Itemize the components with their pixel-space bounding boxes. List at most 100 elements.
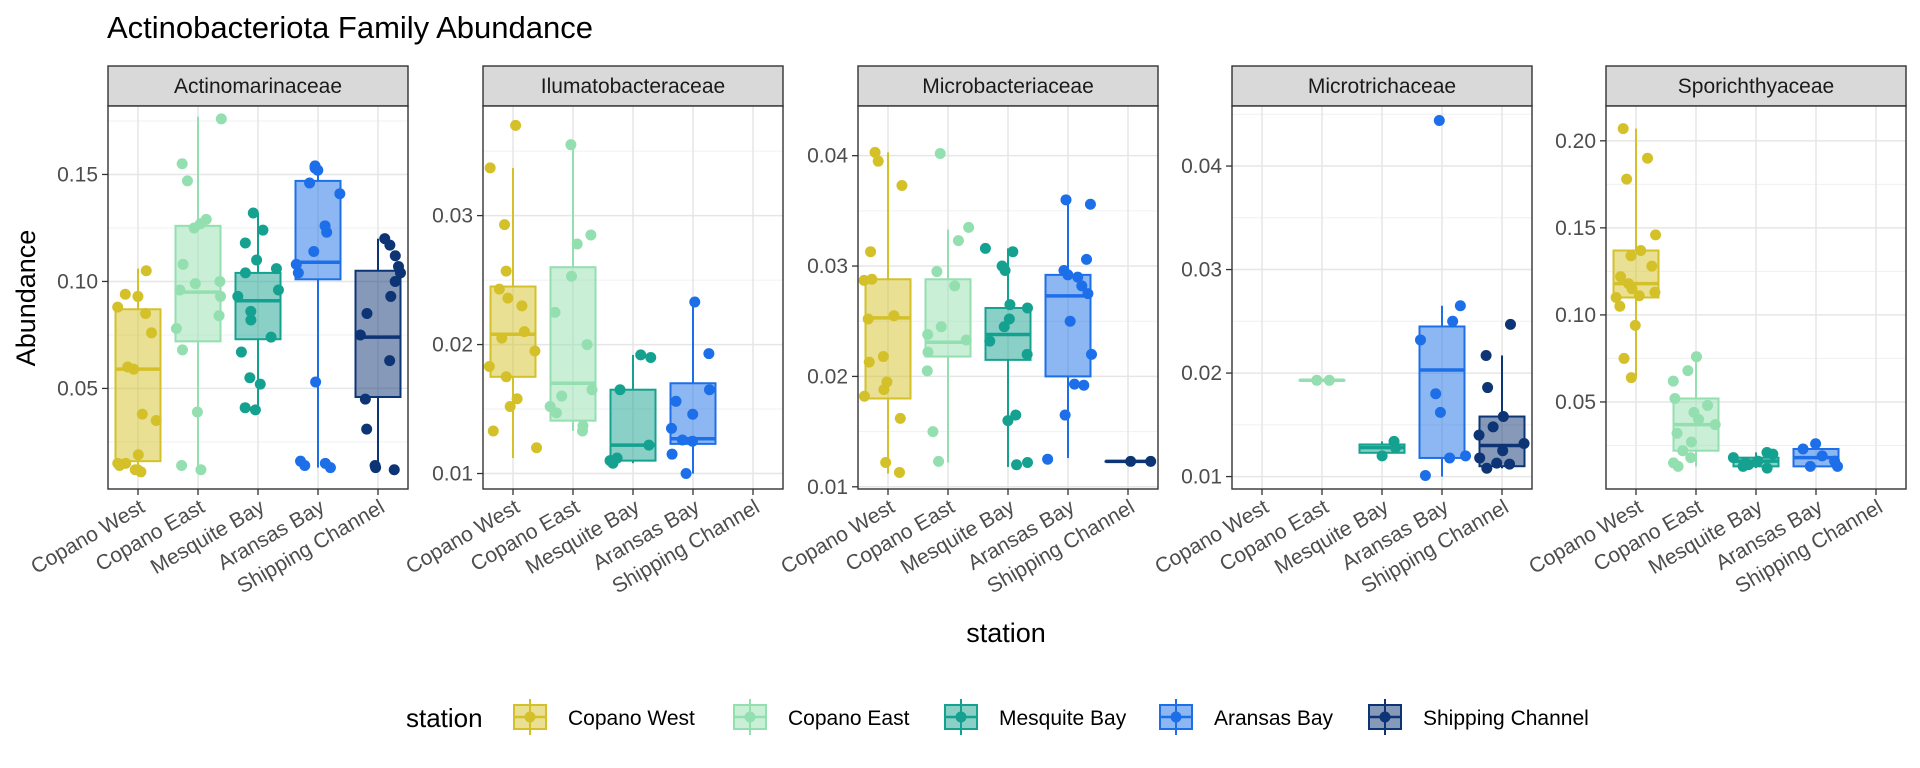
- data-point: [112, 301, 124, 313]
- data-point: [392, 260, 404, 272]
- data-point: [863, 356, 875, 368]
- box-body: [294, 179, 342, 281]
- data-point: [922, 328, 934, 340]
- y-tick-label: 0.04: [807, 145, 848, 168]
- facet-label: Actinomarinaceae: [174, 75, 342, 98]
- data-point: [140, 265, 152, 277]
- data-point: [385, 290, 397, 302]
- data-point: [1646, 260, 1658, 272]
- points-copano-east: [921, 147, 975, 467]
- data-point: [388, 464, 400, 476]
- data-point: [496, 332, 508, 344]
- data-point: [1076, 280, 1088, 292]
- data-point: [1621, 173, 1633, 185]
- data-point: [979, 242, 991, 254]
- data-point: [1081, 253, 1093, 265]
- data-point: [1497, 445, 1509, 457]
- data-point: [571, 238, 583, 250]
- data-point: [996, 260, 1008, 272]
- legend-label: Copano West: [568, 707, 695, 730]
- data-point: [1078, 379, 1090, 391]
- data-point: [1832, 460, 1844, 472]
- data-point: [245, 305, 257, 317]
- data-point: [1669, 392, 1681, 404]
- data-point: [518, 326, 530, 338]
- data-point: [189, 278, 201, 290]
- data-point: [272, 284, 284, 296]
- data-point: [319, 457, 331, 469]
- data-point: [132, 290, 144, 302]
- data-point: [122, 361, 134, 373]
- data-point: [235, 346, 247, 358]
- legend: station Copano West Copano East Mesquite B…: [406, 699, 1589, 735]
- data-point: [1610, 292, 1622, 303]
- data-point: [1021, 348, 1033, 360]
- data-point: [1042, 453, 1054, 465]
- data-point: [1454, 300, 1466, 312]
- y-tick-label: 0.04: [1181, 155, 1222, 178]
- legend-key-point: [1170, 711, 1182, 723]
- data-point: [309, 160, 321, 172]
- data-point: [1433, 114, 1445, 126]
- data-point: [176, 344, 188, 356]
- data-point: [200, 213, 212, 225]
- points-aransas-bay: [665, 296, 715, 480]
- data-point: [239, 402, 251, 414]
- data-point: [1752, 455, 1764, 467]
- data-point: [319, 220, 331, 232]
- data-point: [176, 158, 188, 170]
- data-point: [1667, 375, 1679, 387]
- y-tick-label: 0.02: [432, 334, 473, 357]
- data-point: [872, 155, 884, 167]
- data-point: [1677, 445, 1689, 457]
- data-point: [239, 267, 251, 279]
- data-point: [1672, 460, 1684, 472]
- data-point: [1629, 319, 1641, 331]
- data-point: [686, 435, 698, 447]
- data-point: [499, 219, 511, 231]
- data-point: [614, 384, 626, 396]
- data-point: [1761, 462, 1773, 474]
- data-point: [310, 376, 322, 388]
- points-aransas-bay: [1042, 194, 1098, 465]
- data-point: [549, 306, 561, 318]
- legend-item-copano-west: Copano West: [513, 699, 695, 735]
- data-point: [1444, 452, 1456, 464]
- box-body: [234, 271, 282, 341]
- data-point: [245, 314, 257, 326]
- data-point: [119, 288, 131, 300]
- data-point: [566, 270, 578, 282]
- legend-label: Mesquite Bay: [999, 707, 1127, 730]
- facet-strip: [482, 65, 784, 107]
- data-point: [949, 280, 961, 292]
- points-copano-west: [1610, 123, 1662, 384]
- y-tick-label: 0.02: [807, 365, 848, 388]
- data-point: [1810, 438, 1822, 450]
- box-shipping-channel: [1478, 355, 1526, 469]
- data-point: [676, 434, 688, 446]
- legend-label: Shipping Channel: [1423, 707, 1589, 730]
- data-point: [181, 175, 193, 187]
- data-point: [1685, 436, 1697, 448]
- data-point: [254, 378, 266, 390]
- data-point: [581, 339, 593, 351]
- y-tick-label: 0.15: [57, 163, 98, 186]
- data-point: [1125, 455, 1137, 467]
- data-point: [1642, 152, 1654, 164]
- data-point: [140, 308, 152, 320]
- legend-label: Copano East: [788, 707, 910, 730]
- data-point: [361, 308, 373, 320]
- data-point: [257, 224, 269, 236]
- data-point: [1617, 123, 1629, 135]
- facet-microbacteriaceae: Microbacteriaceae0.010.020.030.04Copano …: [777, 65, 1159, 598]
- data-point: [1618, 352, 1630, 364]
- data-point: [1072, 271, 1084, 283]
- y-tick-label: 0.15: [1555, 217, 1596, 240]
- legend-key: [1159, 699, 1193, 735]
- data-point: [963, 221, 975, 233]
- data-point: [174, 284, 186, 296]
- data-point: [1482, 382, 1494, 394]
- data-point: [239, 237, 251, 249]
- data-point: [1487, 421, 1499, 433]
